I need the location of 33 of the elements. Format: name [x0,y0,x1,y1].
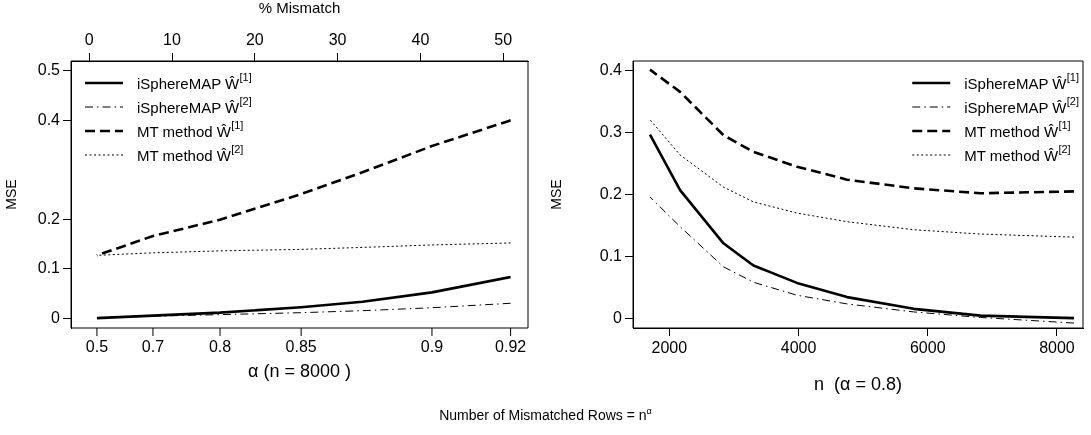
y-tick-label: 0.3 [599,123,623,141]
y-tick-label: 0 [613,308,623,326]
x-tick-label: 50 [494,30,513,48]
y-tick-label: 0.4 [37,110,61,128]
x-tick-label: 20 [245,30,264,48]
annotation: 0.7 [141,338,165,356]
x-tick-label: 2000 [651,339,688,357]
y-tick-label: 0.2 [599,184,623,202]
x-tick-label: 30 [328,30,347,48]
x-tick-label: 0 [84,30,94,48]
y-axis-title: MSE [548,179,565,210]
text: Number of Mismatched Rows = n$^{α}$ [438,406,653,423]
text: α (n = 8000 ) [248,361,351,382]
annotation: 0.92 [495,338,527,356]
line-series [649,119,1075,238]
y-axis-title: MSE [3,179,20,210]
x-axis-title: n (α = 0.8) [814,374,902,395]
annotation: 0.5 [85,338,109,356]
y-tick-label: 0.1 [599,246,623,264]
annotation: 0.9 [420,338,444,356]
y-tick-label: 0.5 [37,61,61,79]
x-tick-label: 4000 [780,339,817,357]
x-tick-label: 8000 [1039,339,1075,357]
y-tick-label: 0 [51,308,61,326]
y-tick-label: 0.4 [599,61,623,79]
x-tick-label: 40 [411,30,430,48]
x-tick-label: 6000 [909,339,946,357]
y-tick-label: 0.1 [37,259,61,277]
annotation: 0.8 [208,338,232,356]
y-tick-label: 0.2 [37,209,61,227]
x-axis-title: % Mismatch [258,0,341,17]
x-tick-label: 10 [163,30,181,48]
annotation: 0.85 [285,338,317,356]
